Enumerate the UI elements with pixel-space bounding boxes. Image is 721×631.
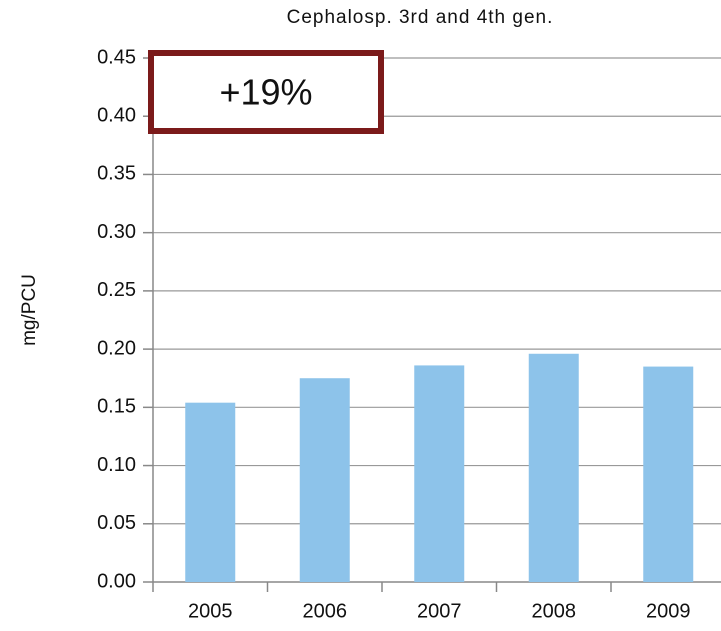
x-tick-label: 2006 [303, 600, 348, 622]
y-tick-label: 0.05 [97, 512, 136, 534]
bar [414, 365, 465, 582]
x-tick-label: 2007 [417, 600, 462, 622]
bar [528, 353, 579, 582]
y-tick-label: 0.25 [97, 279, 136, 301]
y-tick-label: 0.15 [97, 396, 136, 418]
annotation: +19% [219, 72, 312, 113]
x-tick-label: 2005 [188, 600, 233, 622]
y-tick-label: 0.20 [97, 337, 136, 359]
y-tick-label: 0.45 [97, 46, 136, 68]
annotation-box [148, 50, 384, 134]
y-tick-label: 0.35 [97, 163, 136, 185]
bar [643, 366, 694, 582]
y-tick-label: 0.00 [97, 570, 136, 592]
bar [185, 402, 236, 582]
y-axis-label: mg/PCU [19, 274, 40, 346]
y-tick-label: 0.40 [97, 105, 136, 127]
x-tick-label: 2008 [532, 600, 577, 622]
x-tick-label: 2009 [646, 600, 691, 622]
bar [299, 378, 350, 582]
y-tick-label: 0.30 [97, 221, 136, 243]
y-tick-label: 0.10 [97, 454, 136, 476]
chart-title: Cephalosp. 3rd and 4th gen. [287, 7, 554, 28]
